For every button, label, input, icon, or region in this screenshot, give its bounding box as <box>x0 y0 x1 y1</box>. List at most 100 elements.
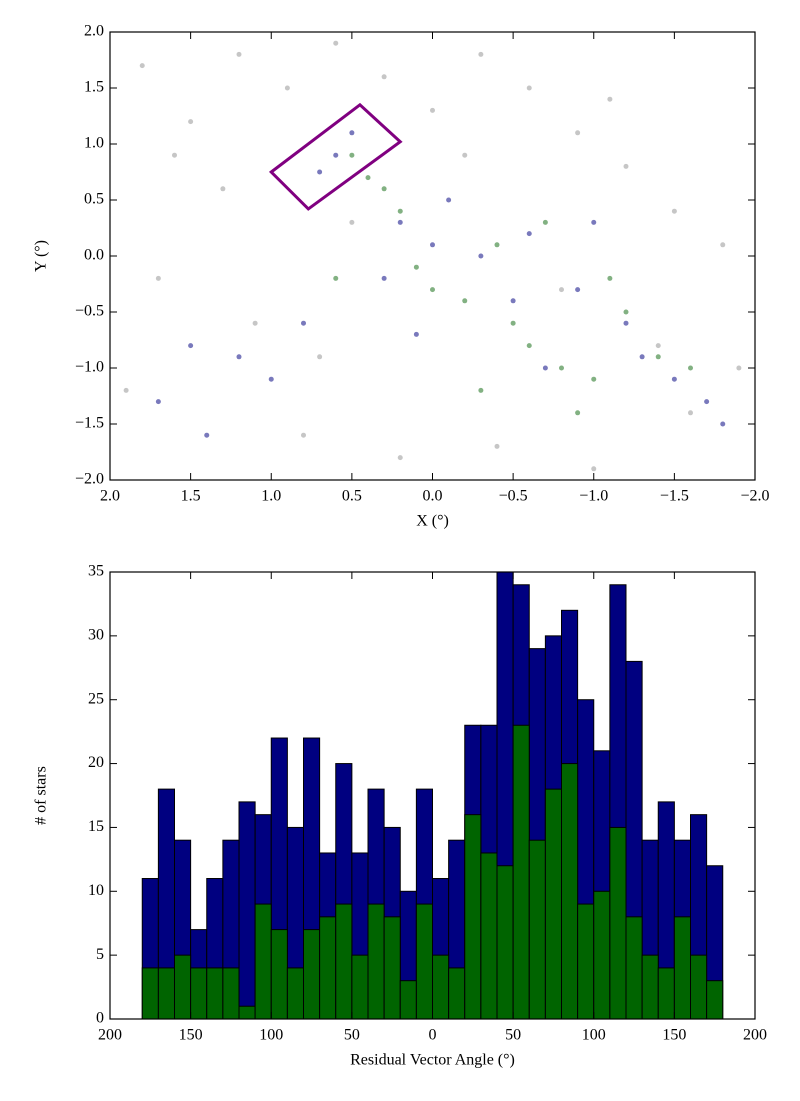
histogram-bar <box>157 967 175 1020</box>
y-tick-label: 0.5 <box>84 191 104 208</box>
scatter-point <box>720 421 726 427</box>
histogram-bar <box>706 980 724 1020</box>
axes-frame <box>109 31 756 481</box>
scatter-point <box>526 85 532 91</box>
x-axis-label: Residual Vector Angle (°) <box>350 1052 515 1069</box>
scatter-point <box>655 354 661 360</box>
x-tick-label: 200 <box>98 1027 122 1044</box>
y-tick-label: 30 <box>88 627 104 644</box>
scatter-point <box>591 376 597 382</box>
scatter-point <box>607 275 613 281</box>
scatter-point <box>478 253 484 259</box>
histogram-bar <box>657 967 675 1020</box>
y-axis-label: # of stars <box>33 766 50 825</box>
scatter-point <box>172 152 177 158</box>
x-tick-label: 1.0 <box>261 488 281 505</box>
scatter-point <box>736 365 742 371</box>
y-tick-label: 20 <box>88 754 104 771</box>
x-tick-label: −1.0 <box>579 488 608 505</box>
scatter-point <box>397 219 403 225</box>
x-tick-label: 0 <box>429 1027 437 1044</box>
scatter-point <box>478 387 484 393</box>
x-tick-label: 1.5 <box>181 488 201 505</box>
y-tick-label: 0.0 <box>84 247 104 264</box>
scatter-point <box>349 152 355 158</box>
scatter-point <box>317 169 323 175</box>
scatter-point <box>494 443 500 449</box>
histogram-bar <box>351 954 369 1020</box>
scatter-point <box>655 343 661 349</box>
scatter-point <box>591 219 597 225</box>
x-tick-label: 100 <box>582 1027 606 1044</box>
x-tick-label: 0.5 <box>342 488 362 505</box>
histogram-bar <box>174 954 192 1020</box>
x-tick-label: 150 <box>179 1027 203 1044</box>
x-tick-label: 0.0 <box>423 488 443 505</box>
x-tick-label: 200 <box>743 1027 767 1044</box>
scatter-point <box>284 85 290 91</box>
scatter-point <box>123 387 129 393</box>
histogram-bar <box>238 1005 256 1020</box>
histogram-bar <box>335 903 353 1020</box>
y-tick-label: −2.0 <box>75 471 104 488</box>
x-tick-label: 2.0 <box>100 488 120 505</box>
histogram-bar <box>319 916 337 1020</box>
scatter-point <box>510 320 516 326</box>
scatter-point <box>559 365 564 371</box>
histogram-bar <box>464 814 482 1020</box>
scatter-point <box>591 466 597 472</box>
y-tick-label: 1.5 <box>84 79 104 96</box>
y-tick-label: −1.0 <box>75 359 104 376</box>
scatter-point <box>381 74 387 80</box>
y-tick-label: 5 <box>96 946 104 963</box>
scatter-point <box>413 264 419 270</box>
scatter-point <box>462 298 468 304</box>
y-tick-label: −1.5 <box>75 415 104 432</box>
scatter-point <box>397 455 403 461</box>
scatter-point <box>542 219 548 225</box>
histogram-bar <box>303 929 321 1020</box>
scatter-point <box>430 242 435 248</box>
scatter-point <box>204 432 210 438</box>
x-tick-label: 150 <box>662 1027 686 1044</box>
scatter-point <box>268 376 274 382</box>
histogram-bar <box>561 763 579 1020</box>
scatter-point <box>333 275 339 281</box>
scatter-point <box>526 343 532 349</box>
x-tick-label: −0.5 <box>499 488 528 505</box>
scatter-point <box>139 63 145 69</box>
scatter-point <box>430 287 435 293</box>
histogram-bar <box>512 724 530 1020</box>
scatter-point <box>430 107 435 113</box>
histogram-bar <box>480 852 498 1020</box>
scatter-point <box>688 365 693 371</box>
scatter-point <box>155 399 161 405</box>
scatter-point <box>720 242 726 248</box>
histogram-bar <box>190 967 208 1020</box>
x-tick-label: −1.5 <box>660 488 689 505</box>
histogram-bar <box>399 980 417 1020</box>
y-tick-label: 0 <box>96 1010 104 1027</box>
histogram-bar <box>496 865 514 1020</box>
histogram-bar <box>383 916 401 1020</box>
scatter-point <box>688 410 693 416</box>
histogram-bar <box>528 839 546 1020</box>
x-tick-label: −2.0 <box>740 488 769 505</box>
scatter-point <box>623 163 629 169</box>
scatter-point <box>349 219 355 225</box>
x-axis-label: X (°) <box>416 513 449 530</box>
histogram-bar <box>448 967 466 1020</box>
histogram-bar <box>222 967 240 1020</box>
x-tick-label: 100 <box>259 1027 283 1044</box>
scatter-point <box>252 320 258 326</box>
histogram-bar <box>286 967 304 1020</box>
y-tick-label: 15 <box>88 818 104 835</box>
scatter-point <box>559 287 564 293</box>
histogram-bar <box>577 903 595 1020</box>
histogram-bar <box>367 903 385 1020</box>
y-axis-label: Y (°) <box>33 240 50 272</box>
scatter-point <box>381 186 387 192</box>
scatter-point <box>462 152 468 158</box>
scatter-point <box>381 275 387 281</box>
scatter-point <box>671 208 677 214</box>
